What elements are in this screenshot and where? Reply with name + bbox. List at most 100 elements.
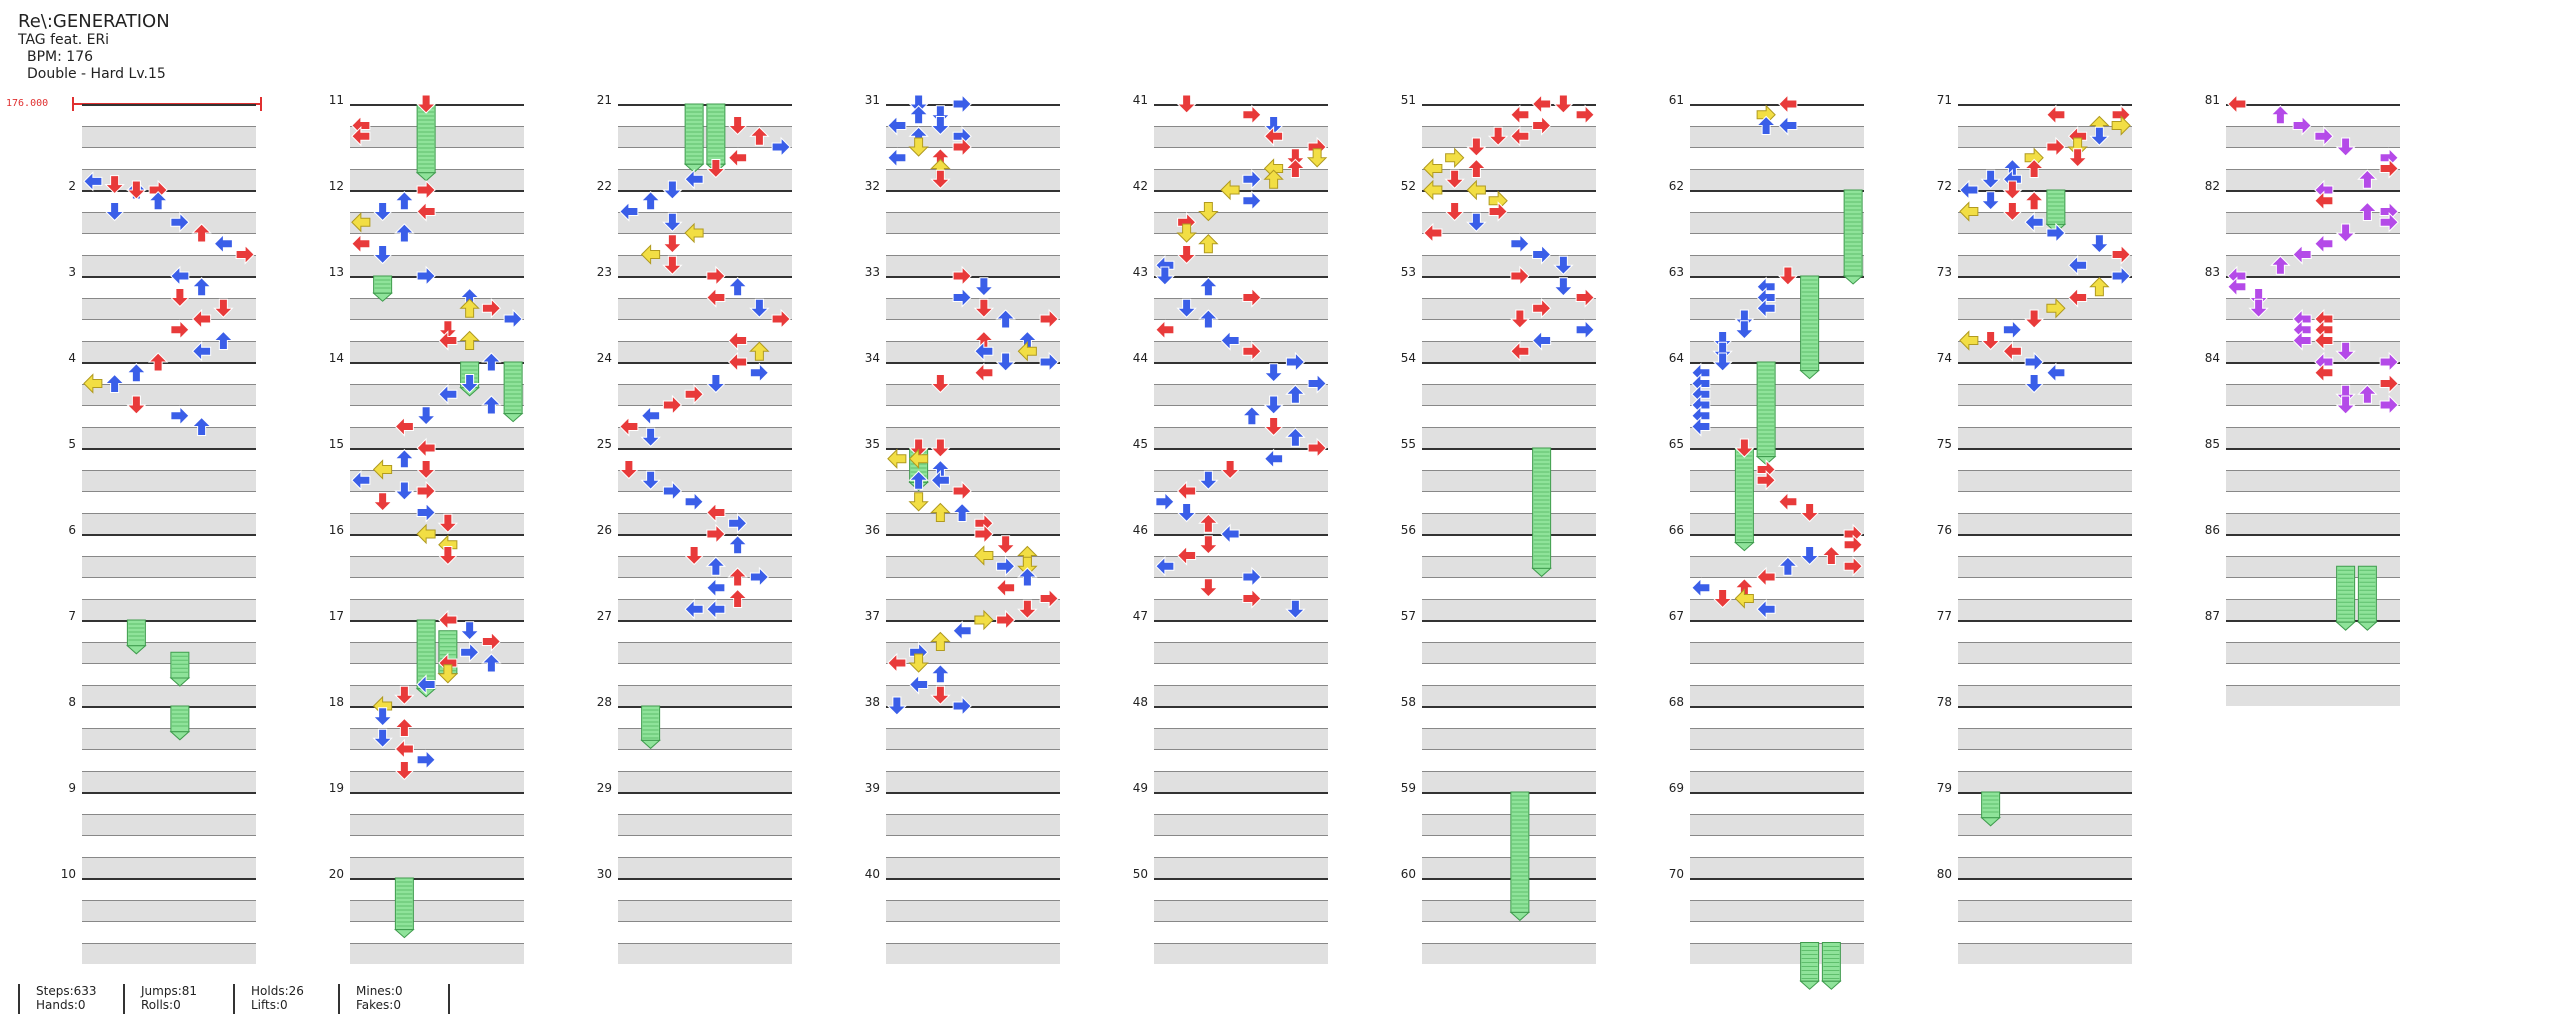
step-arrow xyxy=(438,330,458,351)
measure-block xyxy=(2226,104,2400,190)
measure-number: 72 xyxy=(1936,179,1952,193)
step-arrow xyxy=(1843,556,1863,577)
beat-line xyxy=(1422,426,1596,428)
stats-group-holds: Holds:26 Lifts:0 xyxy=(233,984,304,1014)
beat-line xyxy=(350,899,524,901)
beat-line xyxy=(1154,856,1328,858)
measure-block xyxy=(1958,534,2132,620)
measure-number: 57 xyxy=(1400,609,1416,623)
step-arrow xyxy=(2379,394,2399,416)
beat-band xyxy=(350,383,524,405)
step-arrow xyxy=(1466,212,1487,232)
step-arrow xyxy=(683,546,705,566)
beat-band xyxy=(1958,641,2132,663)
measure-line xyxy=(82,620,256,622)
beat-line xyxy=(350,555,524,557)
step-arrow xyxy=(459,374,480,394)
beat-line xyxy=(886,770,1060,772)
beat-line xyxy=(1422,942,1596,944)
measure-number: 20 xyxy=(328,867,344,881)
beat-band xyxy=(1958,426,2132,448)
beat-band xyxy=(2226,168,2400,190)
beat-line xyxy=(1690,684,1864,686)
measure-block xyxy=(1958,878,2132,964)
beat-band xyxy=(618,254,792,276)
hold-note xyxy=(372,275,393,302)
measure-block xyxy=(2226,362,2400,448)
step-arrow xyxy=(2111,265,2131,287)
beat-band xyxy=(2226,426,2400,448)
beat-line xyxy=(1422,577,1596,578)
beat-line xyxy=(1690,168,1864,170)
stats-group-jumps: Jumps:81 Rolls:0 xyxy=(123,984,197,1014)
measure-number: 30 xyxy=(596,867,612,881)
measure-block xyxy=(1154,534,1328,620)
step-arrow xyxy=(372,245,393,265)
step-arrow xyxy=(2292,115,2312,136)
beat-line xyxy=(350,297,524,299)
step-arrow xyxy=(394,717,415,737)
step-arrow xyxy=(460,642,480,663)
beat-line xyxy=(82,899,256,901)
measure-number: 34 xyxy=(864,351,880,365)
beat-band xyxy=(1690,125,1864,147)
beat-band xyxy=(886,512,1060,534)
step-arrow xyxy=(1799,546,1820,566)
measure-line xyxy=(886,534,1060,536)
beat-band xyxy=(2226,684,2400,706)
measure-number: 12 xyxy=(328,179,344,193)
step-arrow xyxy=(684,222,704,244)
step-arrow xyxy=(974,545,994,566)
measure-number: 7 xyxy=(68,609,76,623)
beat-line xyxy=(1958,297,2132,299)
beat-line xyxy=(618,233,792,234)
beat-line xyxy=(2226,641,2400,643)
step-arrow xyxy=(83,373,103,394)
beat-band xyxy=(82,469,256,491)
beat-line xyxy=(2226,211,2400,213)
step-arrow xyxy=(749,362,770,383)
beat-line xyxy=(2226,147,2400,148)
beat-band xyxy=(1690,469,1864,491)
measure-number: 76 xyxy=(1936,523,1952,537)
step-arrow xyxy=(147,352,169,372)
step-arrow xyxy=(416,201,436,222)
step-arrow xyxy=(2067,148,2088,168)
beat-line xyxy=(82,405,256,406)
step-arrow xyxy=(1755,115,1777,135)
measure-number: 24 xyxy=(596,351,612,365)
step-arrow xyxy=(394,685,415,705)
beat-line xyxy=(1422,684,1596,686)
measure-block xyxy=(1958,190,2132,276)
beat-line xyxy=(886,598,1060,600)
beat-line xyxy=(2226,469,2400,471)
step-arrow xyxy=(995,352,1016,372)
beat-band xyxy=(1154,598,1328,620)
beat-line xyxy=(1154,555,1328,557)
step-arrow xyxy=(2023,158,2045,178)
measure-line xyxy=(618,620,792,622)
step-arrow xyxy=(908,653,929,673)
step-arrow xyxy=(728,513,748,534)
beat-band xyxy=(1154,254,1328,276)
step-arrow xyxy=(1176,503,1197,523)
beat-line xyxy=(1422,340,1596,342)
beat-band xyxy=(1690,426,1864,448)
beat-band xyxy=(350,813,524,835)
step-arrow xyxy=(394,416,414,437)
beat-line xyxy=(350,577,524,578)
beat-line xyxy=(618,125,792,127)
measure-block xyxy=(1154,620,1328,706)
beat-line xyxy=(618,469,792,471)
step-arrow xyxy=(351,233,371,254)
measure-block xyxy=(1690,792,1864,878)
beat-band xyxy=(2226,469,2400,491)
measure-block xyxy=(618,534,792,620)
measure-line xyxy=(82,706,256,708)
beat-line xyxy=(1958,555,2132,557)
beat-band xyxy=(618,727,792,749)
measure-block xyxy=(350,104,524,190)
beat-line xyxy=(1690,749,1864,750)
step-arrow xyxy=(2314,330,2334,351)
beat-line xyxy=(82,491,256,492)
